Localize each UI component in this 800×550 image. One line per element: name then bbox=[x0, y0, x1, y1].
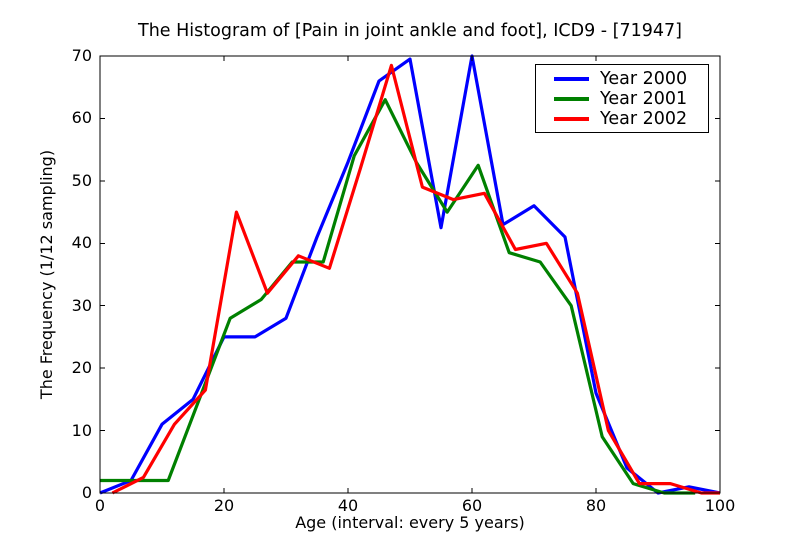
y-tick-label: 50 bbox=[71, 170, 92, 190]
legend-line-swatch-icon bbox=[554, 77, 589, 81]
x-tick-label: 100 bbox=[704, 496, 736, 515]
x-tick-label: 20 bbox=[213, 496, 235, 515]
legend-label: Year 2002 bbox=[600, 109, 688, 129]
y-tick-label: 40 bbox=[71, 233, 92, 253]
x-tick-label: 40 bbox=[337, 496, 359, 515]
series-line-year-2002 bbox=[111, 63, 720, 495]
legend-item: Year 2002 bbox=[536, 109, 708, 129]
y-tick-label: 70 bbox=[71, 46, 92, 65]
y-tick-label: 30 bbox=[71, 295, 92, 315]
x-axis-label: Age (interval: every 5 years) bbox=[295, 513, 525, 532]
y-tick-label: 20 bbox=[71, 358, 92, 378]
chart-title: The Histogram of [Pain in joint ankle an… bbox=[138, 21, 682, 41]
y-tick-label: 10 bbox=[71, 420, 92, 440]
legend-item: Year 2001 bbox=[536, 89, 708, 109]
y-tick-label: 0 bbox=[81, 483, 92, 502]
legend-label: Year 2001 bbox=[600, 89, 688, 109]
legend-label: Year 2000 bbox=[600, 69, 688, 89]
legend-line-swatch-icon bbox=[554, 117, 589, 121]
legend-item: Year 2000 bbox=[536, 69, 708, 89]
x-tick-label: 80 bbox=[585, 496, 607, 515]
series-line-year-2001 bbox=[100, 98, 696, 495]
y-tick-label: 60 bbox=[71, 108, 92, 128]
legend: Year 2000 Year 2001 Year 2002 bbox=[535, 64, 709, 133]
legend-line-swatch-icon bbox=[554, 97, 589, 101]
x-tick-label: 60 bbox=[461, 496, 483, 515]
x-tick-label: 0 bbox=[94, 496, 106, 515]
